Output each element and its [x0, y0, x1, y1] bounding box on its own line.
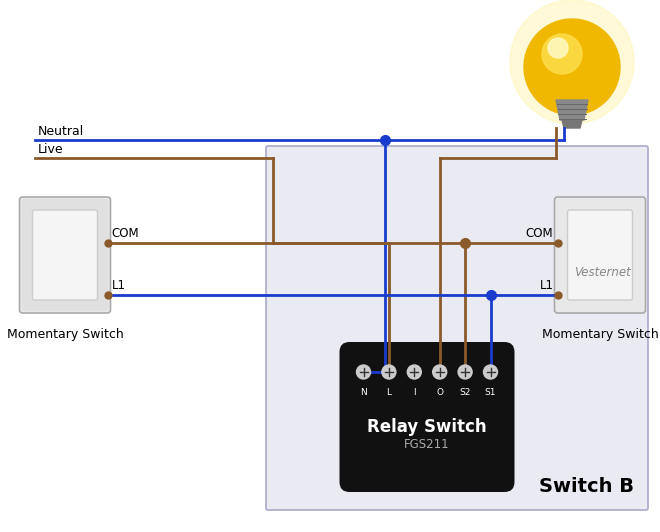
Text: L1: L1: [539, 279, 554, 292]
Text: N: N: [360, 388, 367, 397]
Text: L1: L1: [112, 279, 125, 292]
Circle shape: [542, 34, 582, 74]
Text: COM: COM: [526, 227, 554, 240]
Text: O: O: [436, 388, 444, 397]
Circle shape: [548, 38, 568, 58]
FancyBboxPatch shape: [32, 210, 98, 300]
Text: Switch B: Switch B: [539, 477, 634, 496]
Text: S2: S2: [459, 388, 471, 397]
FancyBboxPatch shape: [20, 197, 110, 313]
Circle shape: [433, 365, 447, 379]
Text: Momentary Switch: Momentary Switch: [7, 328, 123, 341]
FancyBboxPatch shape: [339, 342, 515, 492]
Polygon shape: [556, 100, 588, 120]
FancyBboxPatch shape: [266, 146, 648, 510]
Text: Neutral: Neutral: [38, 125, 84, 138]
Text: FGS211: FGS211: [404, 438, 450, 452]
Text: Live: Live: [38, 143, 63, 156]
Text: Relay Switch: Relay Switch: [367, 418, 487, 436]
Circle shape: [524, 19, 620, 115]
Text: I: I: [413, 388, 416, 397]
FancyBboxPatch shape: [554, 197, 645, 313]
Polygon shape: [562, 120, 582, 128]
Text: Momentary Switch: Momentary Switch: [542, 328, 659, 341]
Circle shape: [484, 365, 498, 379]
Circle shape: [407, 365, 421, 379]
Circle shape: [510, 0, 634, 124]
Circle shape: [382, 365, 396, 379]
FancyBboxPatch shape: [568, 210, 632, 300]
Text: S1: S1: [484, 388, 496, 397]
Text: L: L: [386, 388, 391, 397]
Bar: [350, 352, 504, 382]
Circle shape: [458, 365, 472, 379]
Text: Vesternet: Vesternet: [574, 267, 630, 279]
Circle shape: [356, 365, 370, 379]
FancyBboxPatch shape: [22, 199, 108, 311]
Text: COM: COM: [112, 227, 139, 240]
